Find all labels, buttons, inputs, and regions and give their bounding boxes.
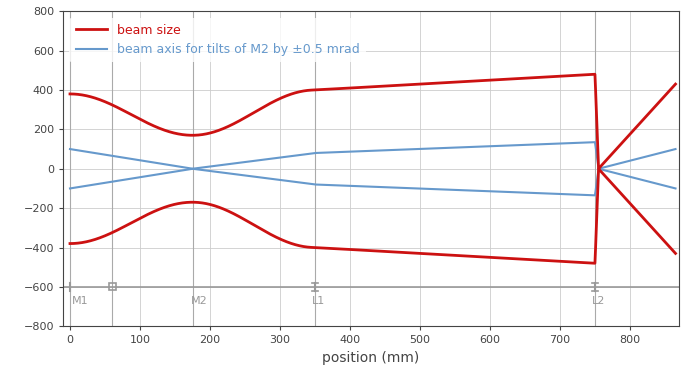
Text: L1: L1 [312,296,325,306]
Text: M1: M1 [71,296,88,306]
Text: L2: L2 [592,296,605,306]
Text: M2: M2 [190,296,207,306]
Bar [108,284,116,290]
X-axis label: position (mm): position (mm) [323,351,419,365]
Legend: beam size, beam axis for tilts of M2 by ±0.5 mrad: beam size, beam axis for tilts of M2 by … [69,18,365,62]
